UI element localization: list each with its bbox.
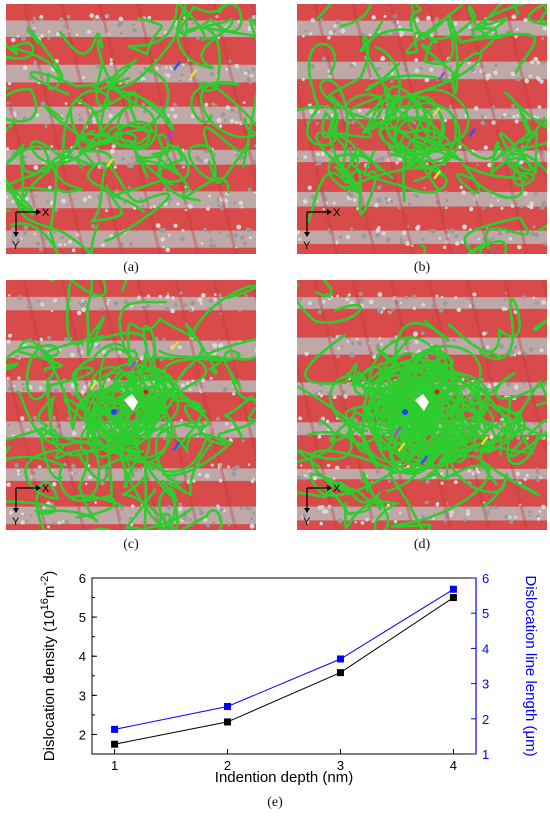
series-point-left xyxy=(224,718,232,726)
series-point-right xyxy=(336,655,344,663)
atomistic-render-a: XY xyxy=(6,4,256,254)
dislocation-lines xyxy=(297,4,547,254)
dislocation-chart: 2 3 4 5 6 1 2 3 4 5 6 1 2 3 4 Indention depth (nm) D… xyxy=(39,571,539,786)
left-tick-label: 4 xyxy=(79,649,86,664)
series-line-left xyxy=(114,597,454,745)
x-tick-label: 3 xyxy=(337,758,344,773)
left-axis-label: Dislocation density (1016m-2) xyxy=(39,571,58,761)
caption-a: (a) xyxy=(123,260,139,275)
series-point-right xyxy=(111,725,119,733)
caption-e: (e) xyxy=(267,795,283,810)
left-tick-label: 3 xyxy=(79,688,86,703)
atomistic-render-d: XY xyxy=(297,280,547,530)
right-axis-ticks: 1 2 3 4 5 6 xyxy=(471,571,489,762)
axis-indicator: XY xyxy=(303,483,341,528)
caption-b: (b) xyxy=(413,260,431,275)
axis-indicator: XY xyxy=(12,207,50,252)
axis-x-label: X xyxy=(42,207,50,219)
axis-y-label: Y xyxy=(12,516,20,528)
right-tick-label: 2 xyxy=(482,712,489,727)
caption-d: (d) xyxy=(413,537,431,552)
right-tick-label: 1 xyxy=(482,747,489,762)
atomistic-render-b: XY xyxy=(297,4,547,254)
loop-tangle xyxy=(106,104,158,151)
right-tick-label: 5 xyxy=(482,606,489,621)
x-tick-label: 4 xyxy=(450,758,457,773)
atomistic-render-c: XY xyxy=(6,280,256,530)
x-tick-label: 2 xyxy=(224,758,231,773)
right-tick-label: 4 xyxy=(482,641,489,656)
series-line-right xyxy=(114,588,454,730)
series-point-left xyxy=(111,740,119,748)
axis-y-label: Y xyxy=(12,240,20,252)
series-group xyxy=(111,585,457,748)
series-point-left xyxy=(449,594,457,602)
series-point-right xyxy=(224,702,232,710)
caption-c: (c) xyxy=(123,537,139,552)
axis-y-label: Y xyxy=(303,516,311,528)
axis-y-label: Y xyxy=(303,240,311,252)
right-tick-label: 3 xyxy=(482,677,489,692)
right-axis-label: Dislocation line length (μm) xyxy=(522,575,539,756)
loop-tangle xyxy=(79,347,181,464)
right-tick-label: 6 xyxy=(482,571,489,586)
series-point-right xyxy=(449,585,457,593)
left-axis-ticks: 2 3 4 5 6 xyxy=(79,571,97,755)
left-tick-label: 5 xyxy=(79,610,86,625)
dislocation-lines xyxy=(6,4,256,254)
axis-x-label: X xyxy=(333,207,341,219)
left-tick-label: 2 xyxy=(79,727,86,742)
loop-tangle xyxy=(344,336,495,476)
axis-x-label: X xyxy=(42,483,50,495)
x-axis-ticks: 1 2 3 4 xyxy=(111,749,457,773)
x-axis-label: Indention depth (nm) xyxy=(215,769,353,786)
axis-indicator: XY xyxy=(12,483,50,528)
x-tick-label: 1 xyxy=(111,758,118,773)
plot-frame xyxy=(91,577,477,755)
axis-indicator: XY xyxy=(303,207,341,252)
axis-x-label: X xyxy=(333,483,341,495)
left-tick-label: 6 xyxy=(79,571,86,586)
series-point-left xyxy=(336,669,344,677)
loop-tangle xyxy=(378,88,470,170)
